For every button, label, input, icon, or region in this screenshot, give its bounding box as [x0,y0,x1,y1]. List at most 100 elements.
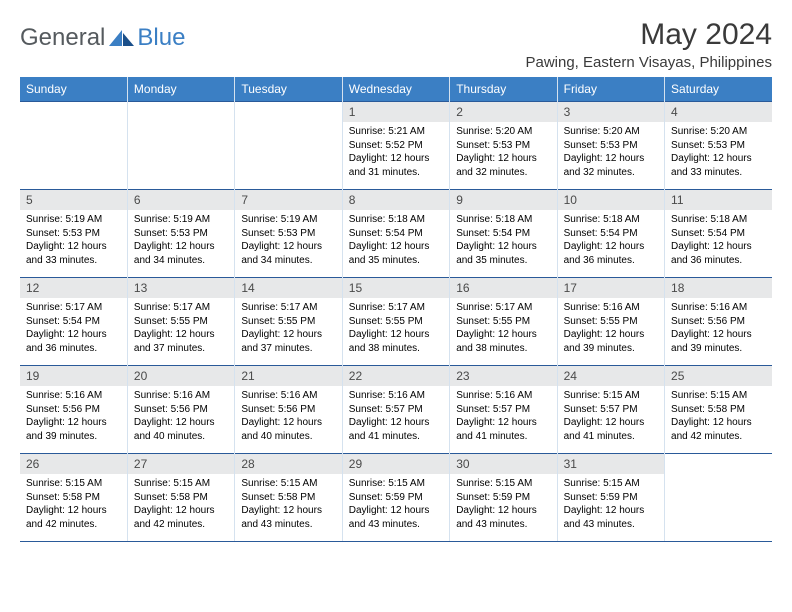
sunset-line: Sunset: 5:59 PM [456,491,550,505]
daylight-line: Daylight: 12 hours and 35 minutes. [456,240,550,267]
day-number [128,102,234,122]
sunrise-line: Sunrise: 5:18 AM [564,213,658,227]
day-content: Sunrise: 5:17 AMSunset: 5:55 PMDaylight:… [450,298,556,359]
day-number: 9 [450,190,556,210]
daylight-line: Daylight: 12 hours and 41 minutes. [456,416,550,443]
daylight-line: Daylight: 12 hours and 42 minutes. [671,416,766,443]
day-header: Sunday [20,77,127,102]
sunrise-line: Sunrise: 5:15 AM [241,477,335,491]
day-number: 20 [128,366,234,386]
sunset-line: Sunset: 5:56 PM [26,403,121,417]
day-content: Sunrise: 5:18 AMSunset: 5:54 PMDaylight:… [343,210,449,271]
day-content: Sunrise: 5:16 AMSunset: 5:56 PMDaylight:… [128,386,234,447]
day-number: 30 [450,454,556,474]
sunrise-line: Sunrise: 5:18 AM [671,213,766,227]
sunrise-line: Sunrise: 5:15 AM [671,389,766,403]
day-number: 6 [128,190,234,210]
day-number: 18 [665,278,772,298]
sunrise-line: Sunrise: 5:15 AM [134,477,228,491]
sunrise-line: Sunrise: 5:16 AM [26,389,121,403]
daylight-line: Daylight: 12 hours and 38 minutes. [349,328,443,355]
day-content: Sunrise: 5:18 AMSunset: 5:54 PMDaylight:… [450,210,556,271]
day-number: 22 [343,366,449,386]
day-content: Sunrise: 5:20 AMSunset: 5:53 PMDaylight:… [665,122,772,183]
sunrise-line: Sunrise: 5:19 AM [26,213,121,227]
daylight-line: Daylight: 12 hours and 37 minutes. [134,328,228,355]
logo-text-general: General [20,24,105,52]
sunrise-line: Sunrise: 5:20 AM [456,125,550,139]
day-content: Sunrise: 5:19 AMSunset: 5:53 PMDaylight:… [128,210,234,271]
day-number: 19 [20,366,127,386]
sunset-line: Sunset: 5:55 PM [456,315,550,329]
daylight-line: Daylight: 12 hours and 41 minutes. [564,416,658,443]
daylight-line: Daylight: 12 hours and 43 minutes. [349,504,443,531]
sunset-line: Sunset: 5:53 PM [241,227,335,241]
day-header: Tuesday [235,77,342,102]
calendar-day-cell: 12Sunrise: 5:17 AMSunset: 5:54 PMDayligh… [20,278,127,366]
calendar-day-cell: 26Sunrise: 5:15 AMSunset: 5:58 PMDayligh… [20,454,127,542]
sunrise-line: Sunrise: 5:15 AM [26,477,121,491]
sunrise-line: Sunrise: 5:17 AM [134,301,228,315]
calendar-day-cell: 22Sunrise: 5:16 AMSunset: 5:57 PMDayligh… [342,366,449,454]
sunset-line: Sunset: 5:54 PM [564,227,658,241]
day-content: Sunrise: 5:15 AMSunset: 5:57 PMDaylight:… [558,386,664,447]
sunset-line: Sunset: 5:54 PM [26,315,121,329]
day-number [235,102,341,122]
calendar-day-cell: 2Sunrise: 5:20 AMSunset: 5:53 PMDaylight… [450,102,557,190]
day-content: Sunrise: 5:19 AMSunset: 5:53 PMDaylight:… [20,210,127,271]
daylight-line: Daylight: 12 hours and 37 minutes. [241,328,335,355]
daylight-line: Daylight: 12 hours and 38 minutes. [456,328,550,355]
day-content: Sunrise: 5:15 AMSunset: 5:59 PMDaylight:… [450,474,556,535]
day-number: 29 [343,454,449,474]
calendar-day-cell: 5Sunrise: 5:19 AMSunset: 5:53 PMDaylight… [20,190,127,278]
sunrise-line: Sunrise: 5:19 AM [134,213,228,227]
sunset-line: Sunset: 5:53 PM [26,227,121,241]
sunset-line: Sunset: 5:57 PM [564,403,658,417]
sunrise-line: Sunrise: 5:20 AM [564,125,658,139]
daylight-line: Daylight: 12 hours and 32 minutes. [564,152,658,179]
day-content: Sunrise: 5:16 AMSunset: 5:56 PMDaylight:… [235,386,341,447]
day-number: 8 [343,190,449,210]
sunrise-line: Sunrise: 5:16 AM [134,389,228,403]
page-header: General Blue May 2024 Pawing, Eastern Vi… [20,18,772,71]
day-number: 23 [450,366,556,386]
day-number: 10 [558,190,664,210]
calendar-week-row: 19Sunrise: 5:16 AMSunset: 5:56 PMDayligh… [20,366,772,454]
daylight-line: Daylight: 12 hours and 33 minutes. [26,240,121,267]
sunset-line: Sunset: 5:55 PM [241,315,335,329]
calendar-week-row: 5Sunrise: 5:19 AMSunset: 5:53 PMDaylight… [20,190,772,278]
sunset-line: Sunset: 5:58 PM [671,403,766,417]
daylight-line: Daylight: 12 hours and 43 minutes. [456,504,550,531]
calendar-day-cell: 25Sunrise: 5:15 AMSunset: 5:58 PMDayligh… [665,366,772,454]
day-number: 15 [343,278,449,298]
day-number: 13 [128,278,234,298]
calendar-week-row: 1Sunrise: 5:21 AMSunset: 5:52 PMDaylight… [20,102,772,190]
daylight-line: Daylight: 12 hours and 40 minutes. [241,416,335,443]
day-content: Sunrise: 5:16 AMSunset: 5:56 PMDaylight:… [665,298,772,359]
day-content: Sunrise: 5:20 AMSunset: 5:53 PMDaylight:… [558,122,664,183]
day-content: Sunrise: 5:20 AMSunset: 5:53 PMDaylight:… [450,122,556,183]
day-content: Sunrise: 5:17 AMSunset: 5:54 PMDaylight:… [20,298,127,359]
daylight-line: Daylight: 12 hours and 34 minutes. [134,240,228,267]
calendar-day-cell: 24Sunrise: 5:15 AMSunset: 5:57 PMDayligh… [557,366,664,454]
daylight-line: Daylight: 12 hours and 32 minutes. [456,152,550,179]
logo-text-blue: Blue [137,24,185,52]
day-content: Sunrise: 5:17 AMSunset: 5:55 PMDaylight:… [128,298,234,359]
calendar-day-cell: 6Sunrise: 5:19 AMSunset: 5:53 PMDaylight… [127,190,234,278]
calendar-day-cell: 4Sunrise: 5:20 AMSunset: 5:53 PMDaylight… [665,102,772,190]
day-number [665,454,772,474]
calendar-day-cell: 9Sunrise: 5:18 AMSunset: 5:54 PMDaylight… [450,190,557,278]
calendar-day-cell: 17Sunrise: 5:16 AMSunset: 5:55 PMDayligh… [557,278,664,366]
calendar-day-cell: 13Sunrise: 5:17 AMSunset: 5:55 PMDayligh… [127,278,234,366]
day-number: 3 [558,102,664,122]
calendar-day-cell: 30Sunrise: 5:15 AMSunset: 5:59 PMDayligh… [450,454,557,542]
day-number: 28 [235,454,341,474]
sunrise-line: Sunrise: 5:18 AM [456,213,550,227]
calendar-day-cell: 28Sunrise: 5:15 AMSunset: 5:58 PMDayligh… [235,454,342,542]
day-content: Sunrise: 5:15 AMSunset: 5:58 PMDaylight:… [128,474,234,535]
daylight-line: Daylight: 12 hours and 39 minutes. [26,416,121,443]
daylight-line: Daylight: 12 hours and 43 minutes. [564,504,658,531]
day-number [20,102,127,122]
calendar-day-cell: 27Sunrise: 5:15 AMSunset: 5:58 PMDayligh… [127,454,234,542]
day-content: Sunrise: 5:21 AMSunset: 5:52 PMDaylight:… [343,122,449,183]
